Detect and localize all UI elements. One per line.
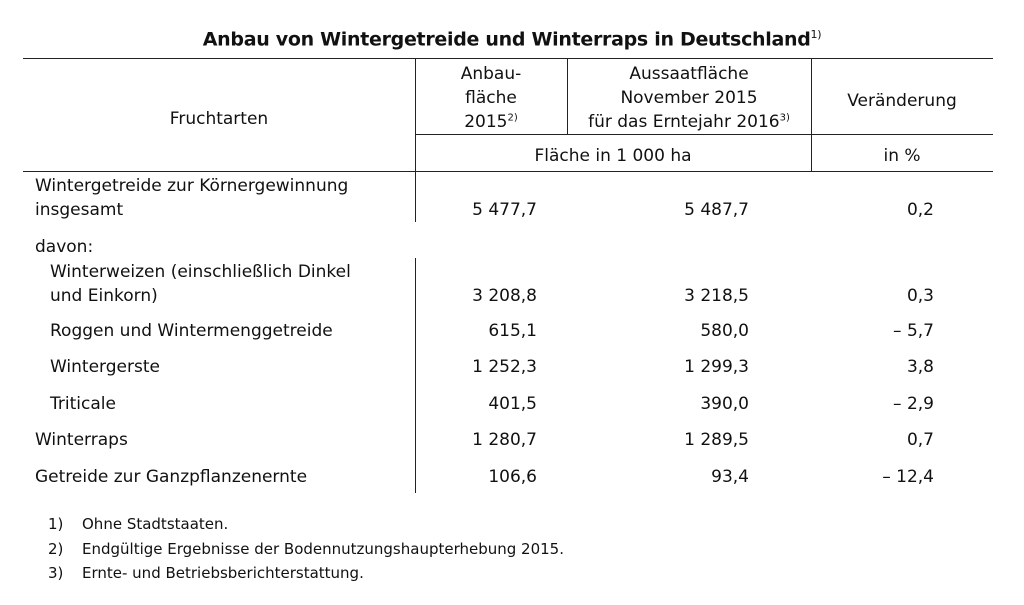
- row-rye-label: Roggen und Wintermenggetreide: [50, 321, 333, 341]
- row-triticale-area: 401,5: [488, 394, 537, 414]
- header-change: Veränderung: [847, 91, 957, 111]
- footnote-2: 2) Endgültige Ergebnisse der Bodennutzung…: [48, 540, 564, 558]
- row-rapeseed-label: Winterraps: [35, 430, 128, 450]
- row-wheat-sowing: 3 218,5: [684, 286, 749, 306]
- header-mid-rule: [415, 134, 993, 135]
- row-wheat-area: 3 208,8: [472, 286, 537, 306]
- unit-change: in %: [883, 146, 921, 166]
- row-total-sowing: 5 487,7: [684, 200, 749, 220]
- row-triticale-label: Triticale: [50, 394, 116, 414]
- body-divider-a: [415, 171, 416, 222]
- row-wholecrop-change: – 12,4: [882, 467, 934, 487]
- header-crop: Fruchtarten: [169, 109, 269, 129]
- row-wheat-label: Winterweizen (einschließlich Dinkel und …: [50, 262, 351, 306]
- footnote-3: 3) Ernte- und Betriebsberichterstattung.: [48, 564, 364, 582]
- header-area: Anbau- fläche 20152): [460, 64, 522, 132]
- row-triticale-sowing: 390,0: [700, 394, 749, 414]
- table-title: Anbau von Wintergetreide und Winterraps …: [202, 28, 822, 51]
- unit-area: Fläche in 1 000 ha: [534, 146, 692, 166]
- row-barley-sowing: 1 299,3: [684, 357, 749, 377]
- row-barley-label: Wintergerste: [50, 357, 160, 377]
- row-rye-area: 615,1: [488, 321, 537, 341]
- row-barley-change: 3,8: [906, 357, 934, 377]
- title-footnote-marker: 1): [810, 28, 822, 41]
- row-total-area: 5 477,7: [472, 200, 537, 220]
- footnote-1: 1) Ohne Stadtstaaten.: [48, 515, 229, 533]
- row-wholecrop-area: 106,6: [488, 467, 537, 487]
- header-bottom-rule: [23, 171, 993, 172]
- header-sowing: Aussaatfläche November 2015 für das Ernt…: [588, 64, 790, 132]
- body-divider-b: [415, 258, 416, 493]
- row-rapeseed-area: 1 280,7: [472, 430, 537, 450]
- row-barley-area: 1 252,3: [472, 357, 537, 377]
- row-rye-sowing: 580,0: [700, 321, 749, 341]
- row-rapeseed-change: 0,7: [906, 430, 934, 450]
- header-divider-3: [811, 58, 812, 171]
- row-wholecrop-sowing: 93,4: [711, 467, 749, 487]
- header-divider-1: [415, 58, 416, 171]
- row-rye-change: – 5,7: [893, 321, 934, 341]
- top-rule: [23, 58, 993, 59]
- row-triticale-change: – 2,9: [893, 394, 934, 414]
- row-wheat-change: 0,3: [906, 286, 934, 306]
- davon-label: davon:: [35, 237, 94, 257]
- row-total-label: Wintergetreide zur Körnergewinnung insge…: [35, 176, 349, 220]
- header-divider-2: [567, 58, 568, 134]
- row-rapeseed-sowing: 1 289,5: [684, 430, 749, 450]
- row-total-change: 0,2: [906, 200, 934, 220]
- row-wholecrop-label: Getreide zur Ganzpflanzenernte: [35, 467, 308, 487]
